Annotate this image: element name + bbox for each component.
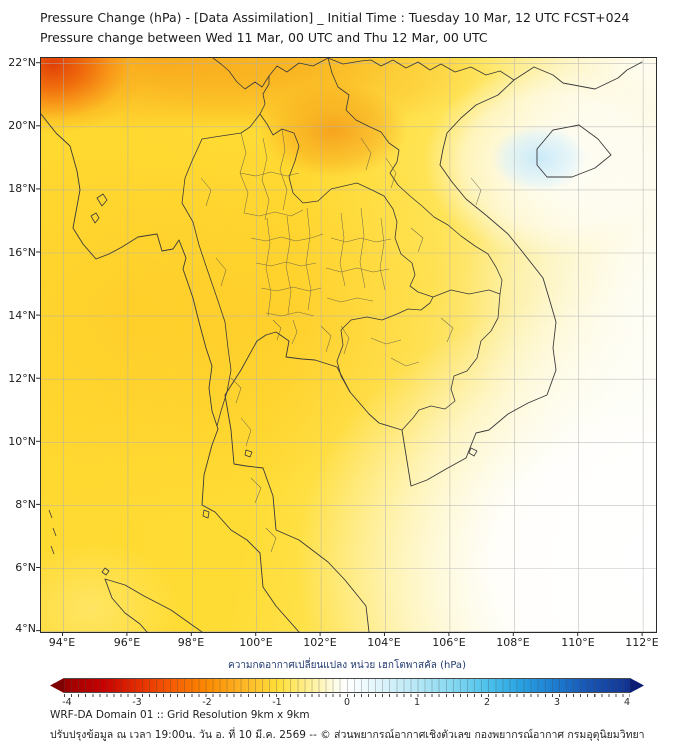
border-thailand-myanmar (181, 113, 261, 427)
lon-tick-label-106e: 106°E (432, 636, 466, 649)
coast-hainan-island (536, 124, 612, 178)
colorbar-tick-neg3: -3 (132, 697, 142, 708)
lat-tick-label-8n: 8°N (15, 498, 36, 511)
colorbar (50, 678, 644, 693)
lon-tick-label-100e: 100°E (239, 636, 273, 649)
coastline-paths (41, 61, 643, 632)
colorbar-tick-1: 1 (413, 697, 421, 708)
lat-tick-label-20n: 20°N (8, 119, 36, 132)
lon-tick-label-94e: 94°E (48, 636, 76, 649)
lon-tick-label-112e: 112°E (625, 636, 659, 649)
title-line-1: Pressure Change (hPa) - [Data Assimilati… (40, 10, 630, 25)
lat-tick-label-22n: 22°N (8, 56, 36, 69)
small-islands (48, 193, 478, 576)
lat-tick-label-16n: 16°N (8, 246, 36, 259)
title-line-2: Pressure change between Wed 11 Mar, 00 U… (40, 30, 488, 45)
border-vietnam-cambodia (401, 293, 501, 431)
lon-tick-label-96e: 96°E (113, 636, 141, 649)
colorbar-tick-neg1: -1 (272, 697, 282, 708)
border-myanmar-laos (259, 75, 270, 115)
colorbar-tick-0: 0 (343, 697, 351, 708)
colorbar-label: ความกดอากาศเปลี่ยนแปลง หน่วย เฮกโตพาสคัล… (228, 660, 466, 671)
coast-gulf-vietnam-china (224, 61, 643, 632)
lon-tick-label-104e: 104°E (367, 636, 401, 649)
coast-sumatra (104, 578, 203, 632)
neighbor-admin-lines (200, 137, 482, 367)
lon-tick-label-108e: 108°E (496, 636, 530, 649)
colorbar-tick-4: 4 (623, 697, 631, 708)
province-boundaries (200, 128, 482, 553)
country-borders (181, 58, 515, 431)
lat-tick-label-18n: 18°N (8, 182, 36, 195)
lon-tick-label-102e: 102°E (303, 636, 337, 649)
border-thailand-laos (259, 113, 434, 298)
lat-tick-label-10n: 10°N (8, 435, 36, 448)
footer-update-credit: ปรับปรุงข้อมูล ณ เวลา 19:00น. วัน อ. ที่… (50, 729, 645, 741)
colorbar-tick-neg4: -4 (62, 697, 72, 708)
border-thailand-cambodia (336, 296, 434, 393)
colorbar-gradient (64, 678, 630, 693)
border-laos-vietnam (327, 58, 503, 295)
colorbar-right-arrow (630, 678, 644, 693)
colorbar-tick-2: 2 (483, 697, 491, 708)
colorbar-tick-3: 3 (553, 697, 561, 708)
border-laos-cambodia (432, 289, 501, 298)
lat-tick-label-4n: 4°N (15, 622, 36, 635)
map-overlay-svg (41, 58, 656, 632)
lat-tick-label-14n: 14°N (8, 309, 36, 322)
coast-myanmar-peninsula-west (41, 113, 300, 632)
colorbar-minor-ticks (64, 694, 630, 697)
colorbar-left-arrow (50, 678, 64, 693)
lat-tick-label-12n: 12°N (8, 372, 36, 385)
grid-lines (41, 58, 656, 632)
page-title: Pressure Change (hPa) - [Data Assimilati… (40, 8, 630, 48)
footer-domain-info: WRF-DA Domain 01 :: Grid Resolution 9km … (50, 709, 310, 721)
lon-tick-label-98e: 98°E (177, 636, 205, 649)
lon-tick-label-110e: 110°E (561, 636, 595, 649)
colorbar-tick-neg2: -2 (202, 697, 212, 708)
lat-tick-label-6n: 6°N (15, 561, 36, 574)
map-plot-area (40, 57, 657, 633)
border-china-north (212, 58, 515, 90)
